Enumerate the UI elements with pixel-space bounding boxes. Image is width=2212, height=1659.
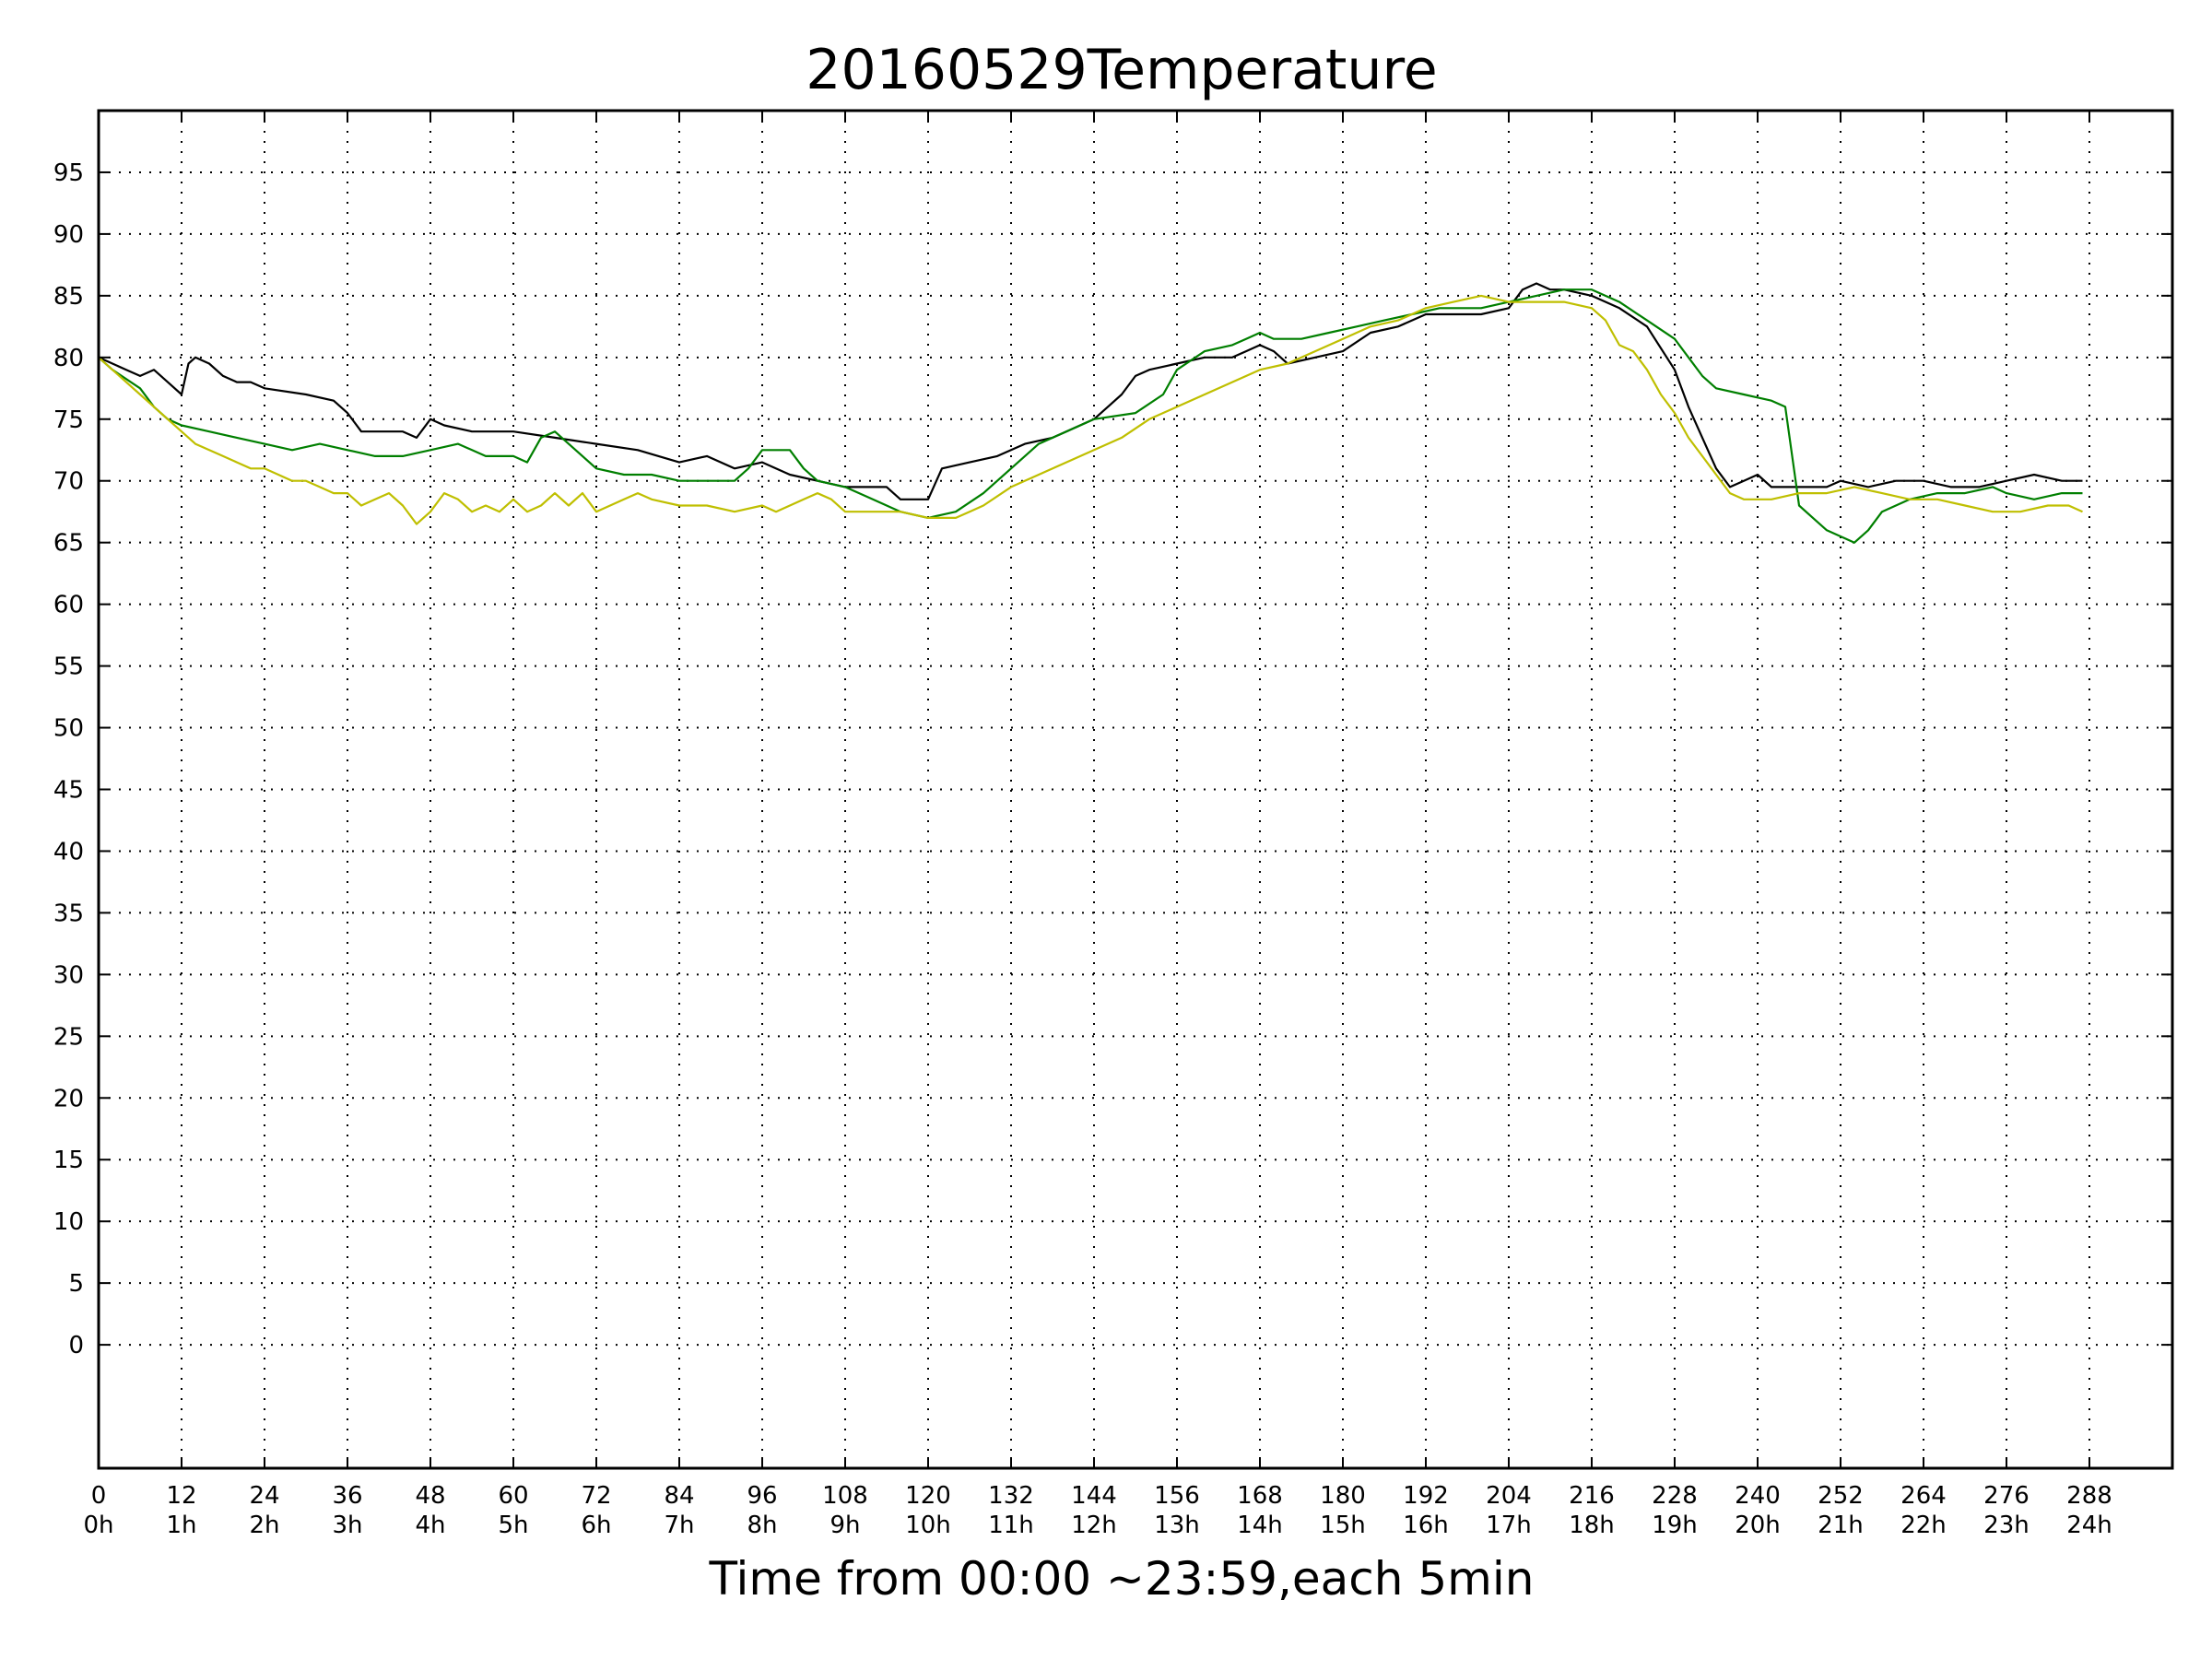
series-lines [98, 282, 2083, 544]
x-tick-label: 36 [332, 1482, 362, 1510]
x-tick-hour-label: 8h [747, 1512, 777, 1539]
y-tick-label: 40 [53, 838, 84, 865]
x-tick-hour-label: 9h [830, 1512, 860, 1539]
y-tick-label: 75 [53, 406, 84, 434]
x-tick-label: 24 [249, 1482, 279, 1510]
x-tick-hour-label: 19h [1652, 1512, 1698, 1539]
x-tick-hour-label: 1h [166, 1512, 196, 1539]
x-tick-label: 252 [1818, 1482, 1864, 1510]
x-tick-label: 288 [2066, 1482, 2112, 1510]
x-tick-label: 48 [415, 1482, 445, 1510]
x-tick-hour-label: 20h [1735, 1512, 1781, 1539]
x-tick-label: 216 [1569, 1482, 1615, 1510]
y-tick-label: 95 [53, 159, 84, 187]
y-tick-label: 45 [53, 777, 84, 805]
x-tick-hour-label: 18h [1569, 1512, 1615, 1539]
x-tick-label: 276 [1983, 1482, 2030, 1510]
y-tick-label: 35 [53, 900, 84, 927]
x-tick-hour-label: 15h [1320, 1512, 1366, 1539]
x-tick-label: 264 [1900, 1482, 1947, 1510]
x-tick-hour-label: 23h [1983, 1512, 2030, 1539]
y-tick-label: 60 [53, 592, 84, 619]
y-tick-label: 50 [53, 715, 84, 743]
axis-ticks: 0510152025303540455055606570758085909500… [53, 111, 2172, 1539]
x-tick-hour-label: 10h [905, 1512, 951, 1539]
x-tick-label: 192 [1403, 1482, 1449, 1510]
x-tick-label: 180 [1320, 1482, 1366, 1510]
y-tick-label: 20 [53, 1085, 84, 1112]
y-tick-label: 15 [53, 1147, 84, 1174]
x-tick-label: 168 [1237, 1482, 1283, 1510]
grid-lines [98, 111, 2172, 1468]
y-tick-label: 65 [53, 530, 84, 558]
x-tick-label: 12 [166, 1482, 196, 1510]
x-tick-label: 240 [1735, 1482, 1781, 1510]
y-tick-label: 85 [53, 283, 84, 311]
y-tick-label: 55 [53, 653, 84, 681]
x-tick-label: 156 [1154, 1482, 1200, 1510]
x-tick-hour-label: 6h [581, 1512, 611, 1539]
y-tick-label: 70 [53, 468, 84, 496]
series-line-2 [98, 288, 2083, 544]
x-tick-label: 96 [747, 1482, 777, 1510]
x-tick-label: 204 [1486, 1482, 1532, 1510]
x-tick-label: 84 [664, 1482, 694, 1510]
x-tick-hour-label: 21h [1818, 1512, 1864, 1539]
y-tick-label: 30 [53, 961, 84, 989]
y-tick-label: 10 [53, 1208, 84, 1236]
y-tick-label: 5 [68, 1270, 84, 1298]
x-tick-hour-label: 5h [498, 1512, 528, 1539]
series-line-1 [98, 282, 2083, 500]
y-tick-label: 0 [68, 1332, 84, 1359]
x-tick-label: 108 [822, 1482, 868, 1510]
x-tick-hour-label: 24h [2066, 1512, 2112, 1539]
x-tick-hour-label: 4h [415, 1512, 445, 1539]
x-tick-hour-label: 2h [249, 1512, 279, 1539]
x-tick-label: 120 [905, 1482, 951, 1510]
x-tick-label: 72 [581, 1482, 611, 1510]
chart-title: 20160529Temperature [806, 38, 1437, 102]
x-tick-hour-label: 0h [83, 1512, 113, 1539]
y-tick-label: 90 [53, 221, 84, 249]
x-tick-hour-label: 7h [664, 1512, 694, 1539]
x-tick-hour-label: 13h [1154, 1512, 1200, 1539]
x-tick-hour-label: 3h [332, 1512, 362, 1539]
x-tick-label: 132 [988, 1482, 1034, 1510]
x-tick-hour-label: 12h [1071, 1512, 1117, 1539]
series-line-3 [98, 294, 2083, 525]
x-tick-label: 60 [498, 1482, 528, 1510]
x-tick-label: 144 [1071, 1482, 1117, 1510]
y-tick-label: 25 [53, 1023, 84, 1051]
x-axis-label: Time from 00:00 ~23:59,each 5min [709, 1552, 1535, 1606]
x-tick-hour-label: 22h [1900, 1512, 1947, 1539]
x-tick-label: 228 [1652, 1482, 1698, 1510]
x-tick-hour-label: 11h [988, 1512, 1034, 1539]
x-tick-hour-label: 16h [1403, 1512, 1449, 1539]
x-tick-hour-label: 17h [1486, 1512, 1532, 1539]
y-tick-label: 80 [53, 345, 84, 372]
x-tick-hour-label: 14h [1237, 1512, 1283, 1539]
x-tick-label: 0 [91, 1482, 107, 1510]
